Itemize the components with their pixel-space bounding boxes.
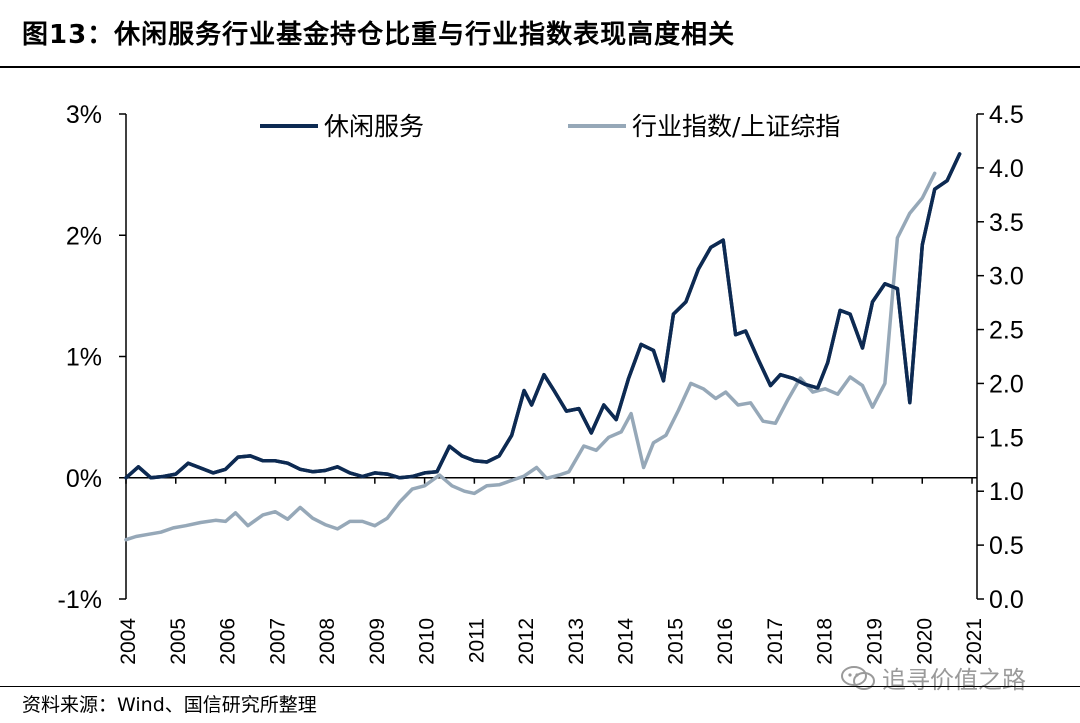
right-tick-label: 2.0 <box>989 370 1024 398</box>
x-tick-label: 2014 <box>615 618 638 665</box>
x-tick-label: 2007 <box>266 618 289 665</box>
x-tick-label: 2004 <box>117 618 140 665</box>
x-tick-label: 2015 <box>664 618 687 665</box>
x-tick-label: 2013 <box>565 618 588 665</box>
left-tick-label: -1% <box>58 586 102 614</box>
x-tick-label: 2020 <box>913 618 936 665</box>
footer-divider <box>0 686 1080 687</box>
page-title: 图13：休闲服务行业基金持仓比重与行业指数表现高度相关 <box>22 20 736 50</box>
left-tick-label: 2% <box>66 222 102 250</box>
legend-label: 休闲服务 <box>324 112 424 141</box>
series-line-front <box>124 152 962 480</box>
legend-label: 行业指数/上证综指 <box>632 112 840 141</box>
wechat-icon <box>841 665 875 690</box>
right-tick-label: 0.5 <box>989 532 1024 560</box>
right-tick-label: 1.5 <box>989 424 1024 452</box>
title-bar: 图13：休闲服务行业基金持仓比重与行业指数表现高度相关 <box>0 0 1080 64</box>
x-tick-label: 2017 <box>764 618 787 665</box>
x-tick-label: 2021 <box>963 618 986 665</box>
series-line <box>124 171 937 542</box>
x-tick-label: 2018 <box>814 618 837 665</box>
left-tick-label: 3% <box>66 101 102 129</box>
x-tick-label: 2012 <box>515 618 538 665</box>
x-tick-label: 2006 <box>217 618 240 665</box>
source-note: 资料来源：Wind、国信研究所整理 <box>22 694 317 716</box>
right-tick-label: 1.0 <box>989 478 1024 506</box>
left-tick-label: 1% <box>66 344 102 372</box>
x-tick-label: 2011 <box>465 618 488 663</box>
title-divider <box>0 66 1080 68</box>
right-tick-label: 0.0 <box>989 586 1024 614</box>
right-tick-label: 4.5 <box>989 101 1024 129</box>
x-tick-label: 2008 <box>316 618 339 665</box>
x-tick-label: 2019 <box>863 618 886 665</box>
right-tick-label: 2.5 <box>989 317 1024 345</box>
right-tick-label: 4.0 <box>989 155 1024 183</box>
x-tick-label: 2016 <box>714 618 737 665</box>
series-line <box>124 152 962 480</box>
watermark-text: 追寻价值之路 <box>882 666 1026 694</box>
x-tick-label: 2010 <box>416 618 439 665</box>
x-tick-label: 2005 <box>167 618 190 665</box>
watermark: 追寻价值之路 <box>840 660 1026 695</box>
right-tick-label: 3.0 <box>989 263 1024 291</box>
right-tick-label: 3.5 <box>989 209 1024 237</box>
x-tick-label: 2009 <box>366 618 389 665</box>
left-tick-label: 0% <box>66 465 102 493</box>
